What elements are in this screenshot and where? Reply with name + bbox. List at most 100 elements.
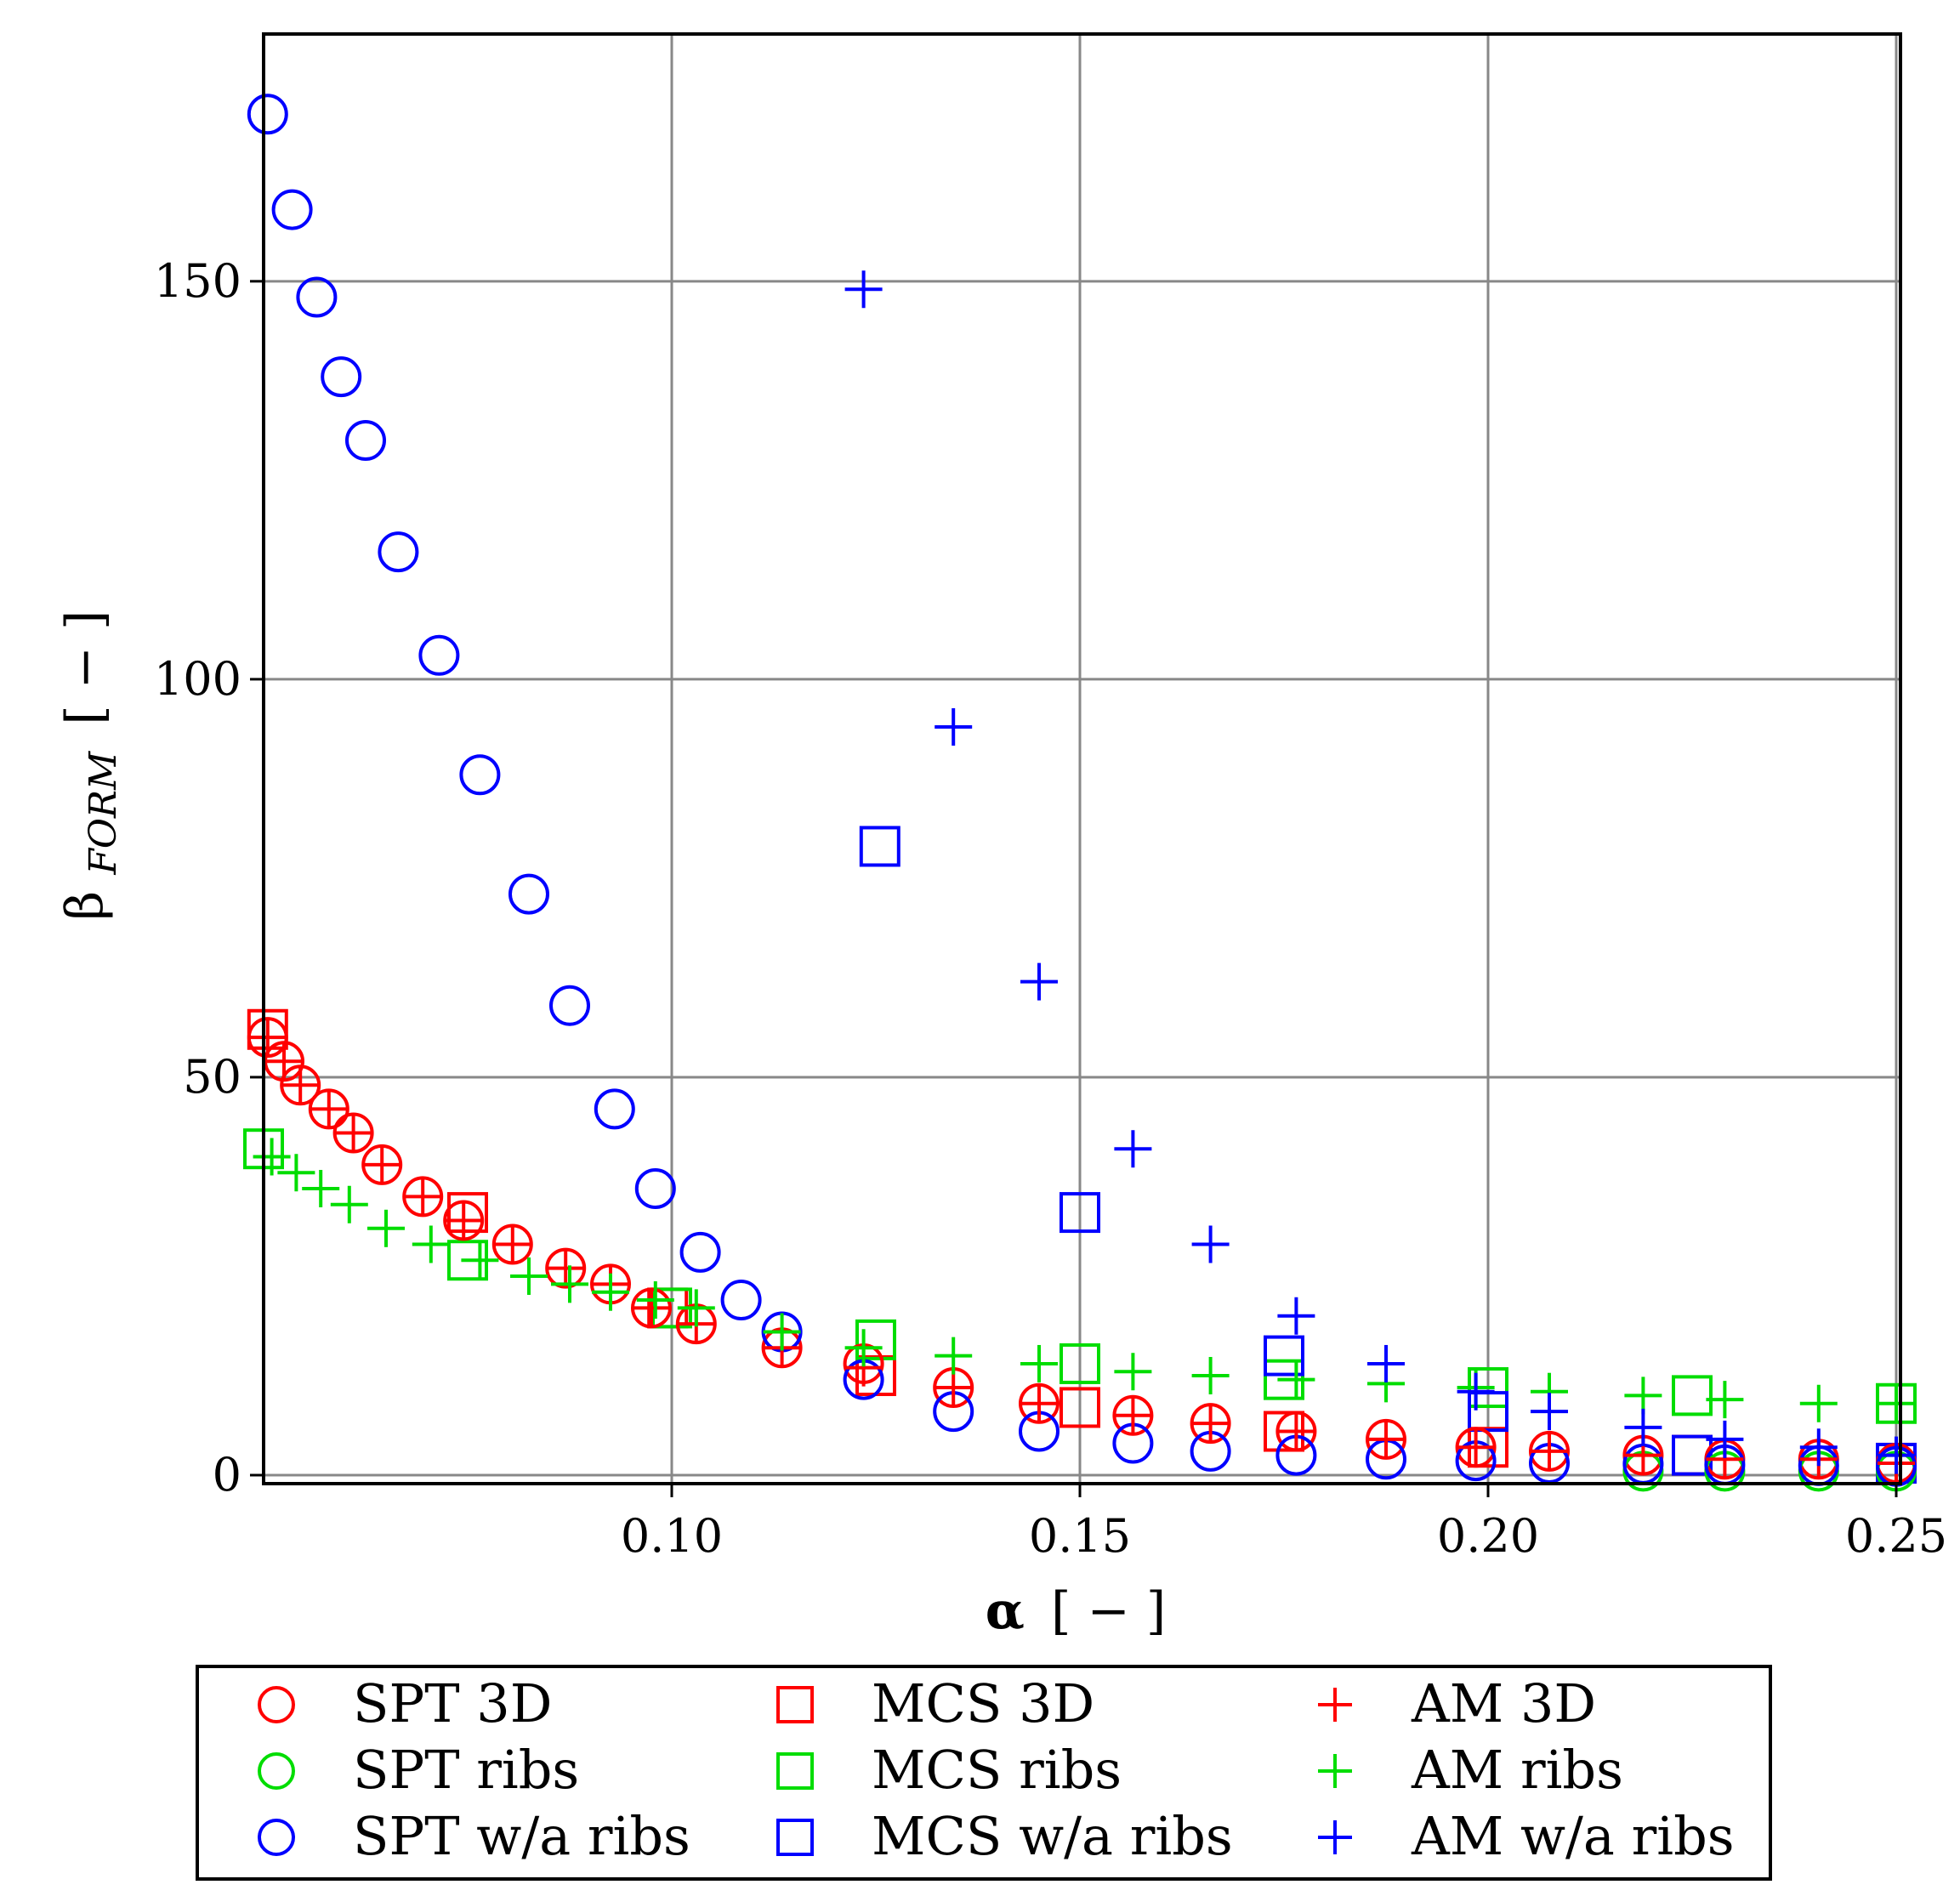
data-point-plus	[1114, 1396, 1152, 1434]
data-point-plus	[461, 1241, 499, 1280]
series-am-w-a-ribs	[844, 270, 1915, 1474]
data-point-plus	[1367, 1344, 1405, 1382]
data-point-plus	[330, 1185, 368, 1223]
data-point-square	[1060, 1343, 1100, 1384]
grid	[264, 34, 1900, 1484]
legend-marker	[258, 1686, 295, 1723]
data-point-plus	[253, 1138, 291, 1176]
data-point-square	[447, 1192, 488, 1234]
data-point-plus	[547, 1249, 585, 1287]
legend-label: MCS ribs	[872, 1739, 1122, 1801]
data-point-plus	[1020, 1384, 1058, 1422]
data-point-plus	[763, 1313, 801, 1351]
data-point-plus	[404, 1178, 442, 1216]
data-point-plus	[1624, 1377, 1662, 1415]
data-point-plus	[636, 1281, 674, 1320]
legend-marker	[1318, 1688, 1352, 1722]
x-tick-label: 0.15	[1029, 1509, 1131, 1563]
data-point-plus	[1114, 1353, 1152, 1391]
data-point-plus	[1020, 1344, 1058, 1382]
data-point-plus	[277, 1154, 315, 1192]
data-point-plus	[334, 1114, 372, 1152]
data-point-plus	[367, 1209, 405, 1247]
data-point-plus	[551, 1265, 588, 1303]
data-point-plus	[510, 1257, 548, 1295]
data-point-circle	[271, 189, 313, 230]
data-point-circle	[549, 985, 590, 1026]
data-point-circle	[679, 1231, 721, 1273]
y-axis-symbol: β	[55, 891, 115, 921]
data-point-plus	[592, 1273, 629, 1311]
data-point-plus	[1367, 1420, 1405, 1458]
data-point-plus	[265, 1042, 303, 1081]
data-point-plus	[1706, 1381, 1744, 1419]
data-point-circle	[247, 94, 288, 135]
x-axis-unit: [ − ]	[1051, 1581, 1166, 1641]
data-point-plus	[935, 1337, 973, 1375]
data-point-plus	[1457, 1428, 1495, 1467]
data-point-plus	[1191, 1225, 1230, 1263]
data-point-plus	[1277, 1412, 1315, 1450]
y-tick-label: 100	[154, 652, 241, 706]
axis-ticks: 0.10 0.15 0.20 0.25 0 50 100 150	[154, 254, 1947, 1563]
data-point-plus	[310, 1090, 348, 1128]
data-point-plus	[1191, 1356, 1230, 1394]
x-axis-symbol: α	[986, 1581, 1025, 1641]
data-point-circle	[508, 873, 549, 915]
legend-label: SPT ribs	[353, 1739, 579, 1801]
y-axis-unit: [ − ]	[55, 610, 115, 725]
y-axis-subscript: FORM	[82, 751, 125, 876]
data-point-circle	[594, 1088, 635, 1130]
data-point-plus	[844, 270, 883, 309]
legend-label: SPT w/a ribs	[353, 1805, 690, 1867]
legend-label: SPT 3D	[353, 1672, 552, 1734]
x-tick-label: 0.25	[1845, 1509, 1947, 1563]
data-point-circle	[296, 276, 338, 318]
data-point-plus	[281, 1066, 320, 1104]
data-point-circle	[634, 1168, 676, 1209]
y-tick-label: 0	[213, 1448, 241, 1501]
legend-marker	[1318, 1754, 1352, 1788]
data-point-plus	[1277, 1297, 1315, 1335]
legend-marker	[258, 1752, 295, 1790]
legend-label: MCS w/a ribs	[872, 1805, 1233, 1867]
data-point-plus	[633, 1289, 670, 1327]
y-tick-label: 50	[183, 1050, 241, 1104]
x-tick-label: 0.10	[621, 1509, 723, 1563]
series-spt-w-a-ribs	[247, 94, 1917, 1487]
data-point-circle	[378, 531, 419, 573]
data-point-plus	[677, 1289, 715, 1327]
data-point-circle	[459, 754, 501, 796]
y-axis-label: β FORM [ − ]	[55, 610, 128, 921]
data-marks	[243, 94, 1917, 1492]
data-point-plus	[935, 1369, 973, 1407]
data-point-circle	[345, 420, 386, 462]
data-point-circle	[418, 634, 460, 676]
data-point-plus	[493, 1225, 531, 1263]
data-point-square	[1060, 1192, 1100, 1234]
data-point-circle	[720, 1280, 762, 1321]
data-point-plus	[412, 1225, 450, 1263]
data-point-square	[855, 1319, 896, 1360]
data-point-plus	[1878, 1436, 1915, 1474]
legend-marker	[258, 1819, 295, 1856]
legend-label: AM 3D	[1411, 1672, 1596, 1734]
data-point-plus	[1878, 1384, 1915, 1422]
data-point-plus	[445, 1201, 483, 1240]
data-point-plus	[1706, 1420, 1744, 1458]
data-point-plus	[1114, 1130, 1152, 1168]
data-point-plus	[1799, 1384, 1838, 1422]
data-point-plus	[1624, 1408, 1662, 1446]
data-point-plus	[302, 1170, 340, 1207]
data-point-plus	[363, 1145, 401, 1184]
legend-marker	[776, 1752, 814, 1790]
series-am-3d	[248, 1019, 1915, 1482]
data-point-plus	[935, 708, 973, 746]
plot-frame	[262, 32, 1902, 1485]
legend-marker	[776, 1686, 814, 1723]
data-point-plus	[1191, 1405, 1230, 1443]
x-tick-label: 0.20	[1437, 1509, 1539, 1563]
data-point-plus	[844, 1329, 883, 1367]
